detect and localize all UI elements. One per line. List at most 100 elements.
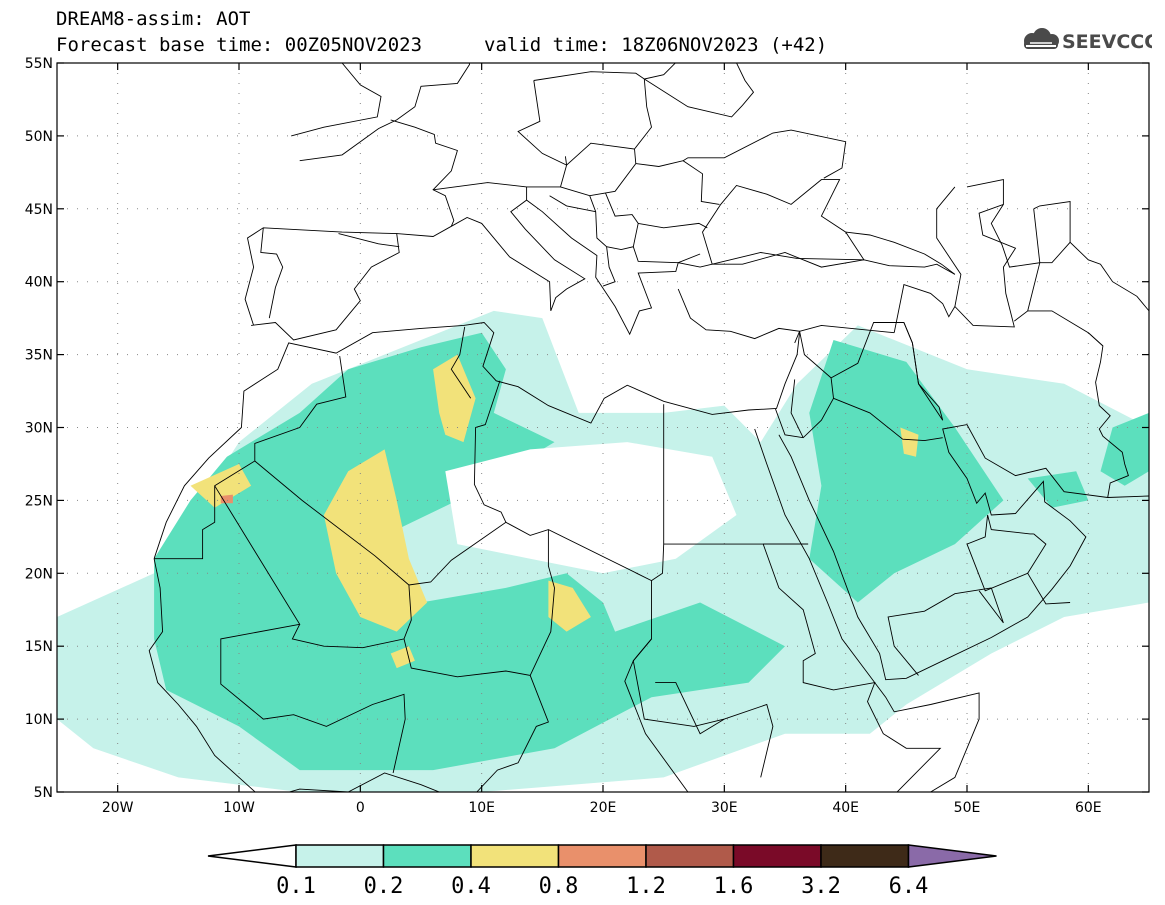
border-line (260, 227, 284, 319)
border-line (863, 259, 956, 275)
border-line (291, 63, 382, 137)
border-line (990, 204, 1041, 268)
border-line (978, 587, 1004, 624)
lon-label: 50E (954, 800, 981, 816)
border-line (403, 638, 549, 792)
aot-region-tunisia-0.4 (433, 354, 476, 443)
border-line (632, 246, 701, 264)
aot-field-layer (57, 310, 1149, 792)
colorbar-label: 6.4 (889, 874, 929, 899)
border-line (396, 179, 865, 336)
lon-label: 20E (590, 800, 617, 816)
border-line (153, 322, 801, 559)
aot-region-gulf-0.2 (1027, 471, 1089, 508)
border-line (338, 233, 400, 248)
border-line (762, 543, 942, 792)
colorbar-swatch (557, 844, 647, 868)
border-line (390, 119, 458, 227)
border-line (936, 179, 1017, 328)
lat-label: 20N (25, 566, 53, 582)
border-line (299, 63, 470, 162)
border-line (244, 227, 400, 341)
aot-region-algeria-0.4 (323, 449, 428, 632)
border-line (712, 252, 864, 268)
colorbar-high-arrow (907, 844, 997, 868)
border-line (533, 71, 645, 81)
border-line (148, 558, 441, 792)
border-line (887, 587, 992, 676)
border-line (790, 379, 804, 438)
aot-region-mauritania-0.4 (190, 464, 252, 508)
colorbar-swatch (470, 844, 560, 868)
axis-ticks: 5N 10N 15N 20N 25N 30N 35N 40N 45N 50N 55N 20W 10W 0 1… (25, 56, 1149, 816)
map-title: DREAM8-assim: AOT (56, 8, 251, 30)
border-line (634, 63, 676, 150)
border-line (529, 529, 555, 676)
cloud-icon (1024, 28, 1059, 49)
colorbar-label: 0.2 (364, 874, 404, 899)
colorbar: 0.1 0.2 0.4 0.8 1.2 1.6 3.2 6.4 (207, 844, 997, 899)
colorbar-swatch (645, 844, 735, 868)
colorbar-label: 1.6 (714, 874, 754, 899)
border-line (638, 222, 708, 229)
border-line (1014, 310, 1129, 498)
aot-region-arabia-0.2 (809, 340, 1004, 603)
lat-label: 50N (25, 129, 53, 145)
lat-label: 40N (25, 275, 53, 291)
country-borders (148, 63, 1149, 792)
border-line (799, 324, 895, 334)
lon-label: 60E (1075, 800, 1102, 816)
border-line (214, 485, 406, 774)
aot-region-nigeria-0.4 (390, 646, 415, 669)
colorbar-label: 0.8 (539, 874, 579, 899)
lat-label: 55N (25, 56, 53, 72)
border-line (833, 397, 943, 442)
border-line (845, 231, 956, 275)
lat-label: 35N (25, 348, 53, 364)
aot-region-chad-0.4 (548, 580, 591, 632)
border-line (450, 326, 472, 399)
logo-text: SEEVCCC (1062, 31, 1152, 53)
colorbar-swatch (295, 844, 385, 868)
border-line (644, 63, 755, 118)
border-line (254, 460, 689, 792)
aot-region-iran-0.2 (1100, 412, 1149, 486)
border-line (291, 584, 412, 649)
border-line (778, 424, 1149, 681)
colorbar-swatch (820, 844, 910, 868)
border-line (682, 129, 847, 179)
lon-label: 20W (102, 800, 134, 816)
border-line (1087, 332, 1104, 347)
border-line (1027, 241, 1149, 312)
colorbar-label: 3.2 (801, 874, 841, 899)
aot-region-west-africa-0.2-main (154, 332, 786, 771)
border-line (799, 331, 832, 379)
border-line (1033, 200, 1071, 243)
border-line (473, 380, 507, 523)
border-line (893, 284, 956, 333)
colorbar-low-arrow (207, 844, 297, 868)
aot-region-iraq-0.4 (900, 427, 919, 457)
colorbar-label: 0.4 (451, 874, 491, 899)
colorbar-label: 1.2 (626, 874, 666, 899)
lat-label: 15N (25, 639, 53, 655)
border-line (903, 322, 944, 421)
border-line (560, 142, 637, 197)
border-line (677, 288, 801, 344)
border-line (635, 160, 720, 205)
graticule (57, 63, 1149, 792)
colorbar-swatch (382, 844, 472, 868)
lon-label: 0 (356, 800, 365, 816)
lon-label: 30E (711, 800, 738, 816)
lon-label: 40E (832, 800, 859, 816)
lat-label: 25N (25, 493, 53, 509)
valid-time: valid time: 18Z06NOV2023 (+42) (484, 34, 828, 56)
lon-label: 10E (468, 800, 495, 816)
lat-label: 10N (25, 712, 53, 728)
border-line (589, 192, 639, 251)
lat-label: 30N (25, 421, 53, 437)
border-line (433, 80, 568, 191)
forecast-base-time: Forecast base time: 00Z05NOV2023 (56, 34, 423, 56)
border-line (655, 682, 725, 735)
lat-label: 5N (34, 785, 53, 801)
